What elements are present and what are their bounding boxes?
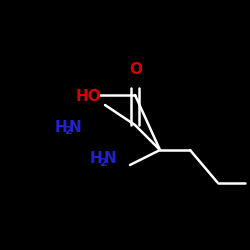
Text: H: H: [90, 151, 103, 166]
Text: 2: 2: [99, 158, 106, 168]
Text: N: N: [69, 120, 82, 135]
Text: 2: 2: [64, 126, 72, 136]
Text: O: O: [130, 62, 143, 78]
Text: H: H: [55, 120, 68, 135]
Text: HO: HO: [76, 89, 102, 104]
Text: N: N: [104, 151, 117, 166]
